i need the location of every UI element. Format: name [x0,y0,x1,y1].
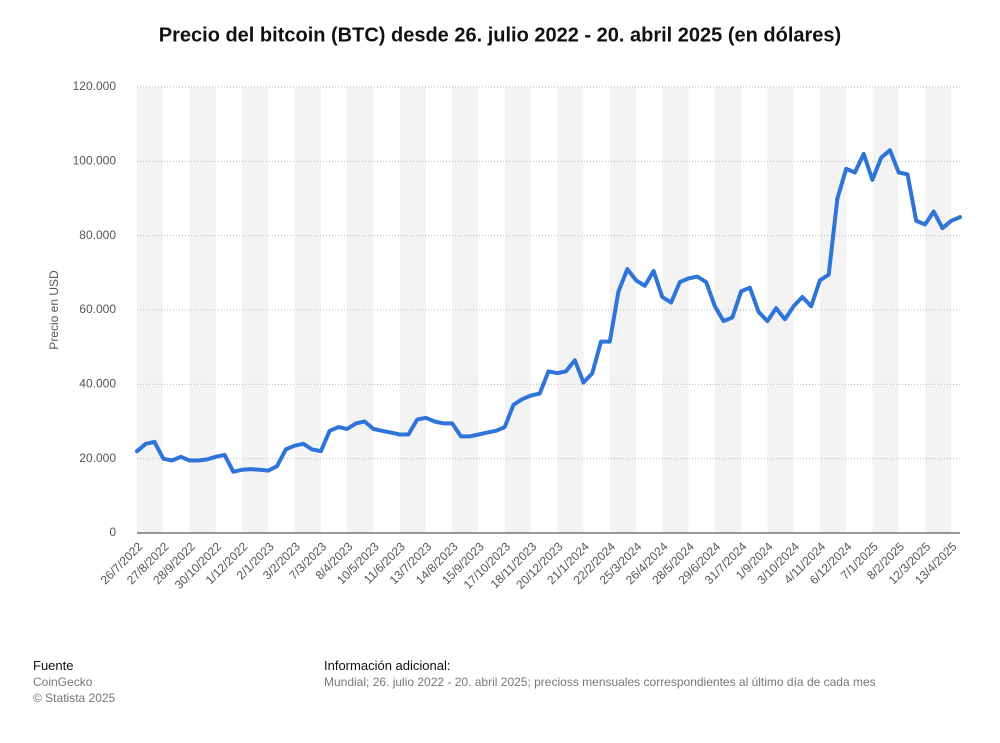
y-tick-label: 120.000 [73,79,117,93]
info: Mundial; 26. julio 2022 - 20. abril 2025… [324,675,876,689]
band [189,87,216,533]
band [425,87,453,533]
band [636,87,663,533]
source-title: Fuente [33,658,73,673]
band [530,87,558,533]
band [846,87,873,533]
band [741,87,768,533]
y-tick-label: 20.000 [79,451,116,465]
band [452,87,479,533]
band [215,87,243,533]
chart-title: Precio del bitcoin (BTC) desde 26. julio… [159,24,841,46]
y-tick-label: 40.000 [79,377,116,391]
y-tick-label: 0 [109,525,116,539]
band [662,87,689,533]
y-tick-label: 60.000 [79,302,116,316]
band [242,87,269,533]
band [320,87,348,533]
band [294,87,321,533]
band [557,87,584,533]
band [347,87,374,533]
y-axis-label: Precio en USD [47,270,61,350]
band [951,87,960,533]
info-title: Información adicional: [324,658,450,673]
source: CoinGecko [33,675,93,689]
y-tick-label: 80.000 [79,228,116,242]
band [399,87,426,533]
y-tick-label: 100.000 [73,154,117,168]
copyright: © Statista 2025 [33,691,116,705]
price-line [135,148,962,474]
